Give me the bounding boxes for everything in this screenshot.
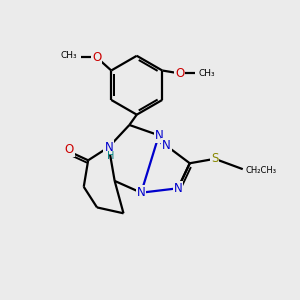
Text: N: N bbox=[162, 139, 171, 152]
Text: O: O bbox=[175, 67, 184, 80]
Text: CH₃: CH₃ bbox=[199, 69, 215, 78]
Text: H: H bbox=[106, 152, 114, 161]
Text: S: S bbox=[211, 152, 218, 165]
Text: N: N bbox=[137, 186, 146, 199]
Text: N: N bbox=[104, 141, 113, 154]
Text: O: O bbox=[64, 143, 74, 157]
Text: N: N bbox=[154, 129, 163, 142]
Text: CH₂CH₃: CH₂CH₃ bbox=[246, 166, 277, 175]
Text: N: N bbox=[174, 182, 182, 195]
Text: O: O bbox=[92, 51, 101, 64]
Text: CH₃: CH₃ bbox=[60, 51, 77, 60]
